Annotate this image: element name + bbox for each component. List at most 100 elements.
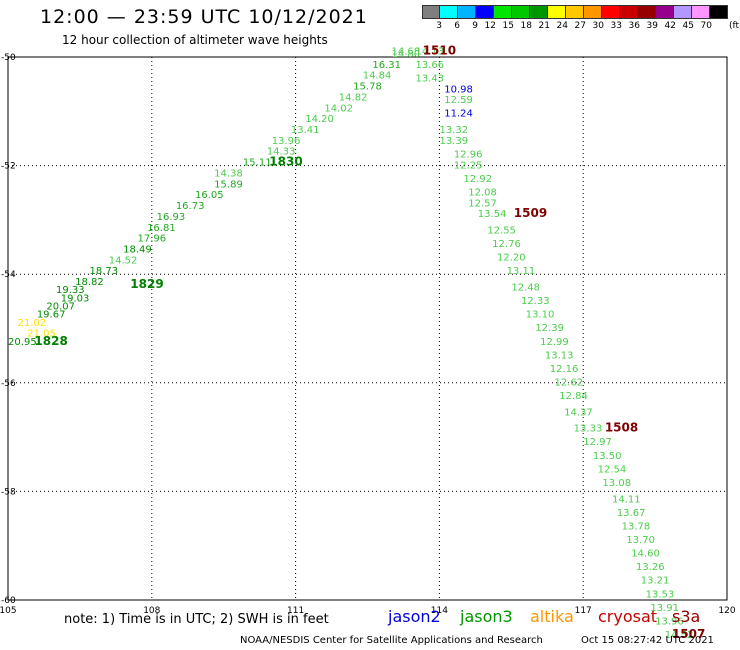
data-point-label: 13.96 xyxy=(272,136,301,147)
color-scale-label: 27 xyxy=(574,21,586,31)
color-scale-label: 24 xyxy=(556,21,568,31)
data-point-label: 13.21 xyxy=(641,576,670,587)
data-point-label: 12.96 xyxy=(454,149,483,160)
data-point-label: 14.13 xyxy=(415,46,444,57)
data-point-label: 19.67 xyxy=(37,310,66,321)
data-point-label: 14.82 xyxy=(339,92,368,103)
data-point-label: 19.03 xyxy=(61,293,90,304)
data-point-label: 13.96 xyxy=(655,616,684,627)
generated-time: Oct 15 08:27:42 UTC 2021 xyxy=(581,635,714,646)
data-point-label: 13.32 xyxy=(439,125,468,136)
data-point-label: 16.81 xyxy=(147,223,176,234)
time-annotation: 1829 xyxy=(130,277,163,291)
data-point-label: 12.25 xyxy=(454,160,483,171)
time-annotation: 1508 xyxy=(605,421,638,435)
data-point-label: 12.97 xyxy=(583,437,612,448)
data-point-label: 13.41 xyxy=(291,125,320,136)
color-scale-label: 45 xyxy=(682,21,694,31)
data-point-label: 13.66 xyxy=(415,60,444,71)
color-scale-cell xyxy=(584,5,602,19)
data-point-label: 13.78 xyxy=(622,521,651,532)
x-tick-label: 111 xyxy=(287,606,304,616)
time-annotation: 1510 xyxy=(423,43,456,57)
data-point-label: 12.33 xyxy=(521,296,550,307)
data-point-label: 13.91 xyxy=(650,603,679,614)
data-point-label: 16.93 xyxy=(157,212,186,223)
data-point-label: 18.49 xyxy=(123,244,152,255)
data-point-label: 20.95 xyxy=(8,337,37,348)
data-point-label: 21.02 xyxy=(18,318,47,329)
data-point-label: 13.13 xyxy=(545,350,574,361)
data-point-label: 13.26 xyxy=(636,562,665,573)
color-scale-label: 18 xyxy=(520,21,532,31)
data-point-label: 14.52 xyxy=(665,630,694,641)
y-tick-label: -52 xyxy=(1,162,16,172)
data-point-label: 12.62 xyxy=(554,378,583,389)
data-point-label: 14.33 xyxy=(267,147,296,158)
data-point-label: 18.73 xyxy=(90,266,119,277)
x-tick-label: 120 xyxy=(718,606,735,616)
data-point-label: 16.73 xyxy=(176,201,205,212)
color-scale-cell xyxy=(620,5,638,19)
data-point-label: 13.67 xyxy=(617,508,646,519)
color-scale-cell xyxy=(440,5,458,19)
data-point-label: 12.20 xyxy=(497,253,526,264)
y-tick-label: -58 xyxy=(1,487,16,497)
data-point-label: 16.05 xyxy=(195,190,224,201)
data-point-label: 14.37 xyxy=(564,407,593,418)
data-point-label: 14.11 xyxy=(612,494,641,505)
data-point-label: 12.59 xyxy=(444,95,473,106)
y-tick-label: -50 xyxy=(1,53,16,63)
data-point-label: 12.55 xyxy=(487,225,516,236)
color-scale-label: 36 xyxy=(628,21,640,31)
satellite-legend-cryosat: cryosat xyxy=(598,607,658,626)
color-scale-labels: 3 6 9 12 15 18 21 24 27 30 33 36 39 42 45 70 xyxy=(422,21,714,31)
data-point-label: 13.54 xyxy=(478,209,507,220)
data-point-label: 21.05 xyxy=(27,329,56,340)
color-scale-cell xyxy=(710,5,728,19)
x-tick-label: 108 xyxy=(143,606,160,616)
plot-frame xyxy=(7,56,728,601)
data-point-label: 14.80 xyxy=(392,49,421,60)
page-title: 12:00 — 23:59 UTC 10/12/2021 xyxy=(40,6,368,28)
y-tick-label: -56 xyxy=(1,379,16,389)
data-point-label: 20.07 xyxy=(46,301,75,312)
color-scale-label: 70 xyxy=(700,21,712,31)
color-scale-label: 21 xyxy=(538,21,550,31)
data-point-label: 18.82 xyxy=(75,277,104,288)
color-scale-label: 42 xyxy=(664,21,676,31)
data-point-label: 12.08 xyxy=(468,187,497,198)
time-annotation: 1830 xyxy=(269,155,302,169)
data-point-label: 12.84 xyxy=(559,391,588,402)
data-point-label: 12.54 xyxy=(598,464,627,475)
data-point-label: 12.48 xyxy=(511,282,540,293)
color-scale-unit: (ft) xyxy=(729,21,740,31)
color-scale-label: 33 xyxy=(610,21,622,31)
time-annotation: 1507 xyxy=(672,627,705,641)
data-point-label: 13.08 xyxy=(602,478,631,489)
x-tick-label: 105 xyxy=(0,606,17,616)
color-scale-cell xyxy=(512,5,530,19)
color-scale-label: 6 xyxy=(454,21,460,31)
color-scale-cell xyxy=(638,5,656,19)
color-scale-label: 39 xyxy=(646,21,658,31)
color-scale-cell xyxy=(458,5,476,19)
satellite-legend-s3a: s3a xyxy=(672,607,701,626)
data-point-label: 13.43 xyxy=(415,73,444,84)
credit-text: NOAA/NESDIS Center for Satellite Applica… xyxy=(240,635,543,646)
color-scale-cell xyxy=(476,5,494,19)
color-scale-cell xyxy=(656,5,674,19)
data-point-label: 14.38 xyxy=(214,168,243,179)
data-point-label: 12.92 xyxy=(463,174,492,185)
data-point-label: 13.33 xyxy=(574,424,603,435)
x-tick-label: 117 xyxy=(575,606,592,616)
data-point-label: 14.20 xyxy=(305,114,334,125)
data-point-label: 16.31 xyxy=(372,60,401,71)
data-point-label: 13.10 xyxy=(526,310,555,321)
color-scale-label: 30 xyxy=(592,21,604,31)
color-scale-cell xyxy=(548,5,566,19)
time-annotation: 1828 xyxy=(34,334,67,348)
data-point-label: 12.99 xyxy=(540,337,569,348)
data-point-label: 14.68 xyxy=(392,46,421,57)
